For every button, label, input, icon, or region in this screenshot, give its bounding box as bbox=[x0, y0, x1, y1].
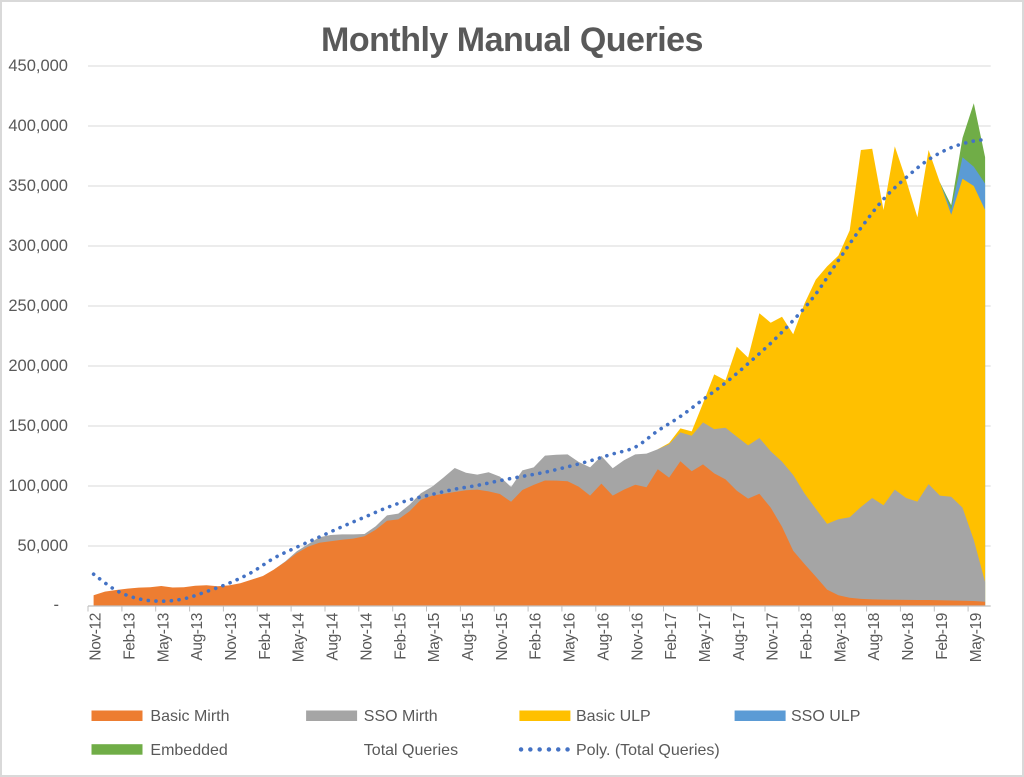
svg-text:Nov-17: Nov-17 bbox=[765, 613, 782, 661]
svg-text:May-15: May-15 bbox=[426, 613, 443, 662]
svg-text:Poly. (Total Queries): Poly. (Total Queries) bbox=[576, 742, 720, 759]
svg-text:Feb-15: Feb-15 bbox=[392, 613, 409, 660]
svg-text:200,000: 200,000 bbox=[8, 357, 68, 375]
svg-text:Nov-15: Nov-15 bbox=[494, 613, 511, 661]
svg-text:SSO ULP: SSO ULP bbox=[791, 708, 860, 725]
svg-text:250,000: 250,000 bbox=[8, 297, 68, 315]
svg-text:May-13: May-13 bbox=[155, 613, 172, 662]
svg-text:450,000: 450,000 bbox=[8, 57, 68, 75]
svg-text:150,000: 150,000 bbox=[8, 417, 68, 435]
svg-text:May-17: May-17 bbox=[697, 613, 714, 662]
svg-text:Basic Mirth: Basic Mirth bbox=[150, 708, 229, 725]
svg-text:Feb-13: Feb-13 bbox=[122, 613, 139, 660]
svg-text:-: - bbox=[54, 596, 60, 614]
svg-text:Nov-16: Nov-16 bbox=[629, 613, 646, 661]
svg-text:Nov-13: Nov-13 bbox=[223, 613, 240, 661]
svg-text:Total Queries: Total Queries bbox=[364, 742, 458, 759]
svg-text:50,000: 50,000 bbox=[18, 537, 68, 555]
svg-text:May-14: May-14 bbox=[291, 612, 308, 662]
svg-text:400,000: 400,000 bbox=[8, 117, 68, 135]
svg-text:Feb-17: Feb-17 bbox=[663, 613, 680, 660]
svg-text:Embedded: Embedded bbox=[150, 742, 227, 759]
svg-text:Aug-16: Aug-16 bbox=[595, 613, 612, 661]
svg-text:Nov-14: Nov-14 bbox=[359, 612, 376, 660]
svg-text:350,000: 350,000 bbox=[8, 177, 68, 195]
svg-text:Feb-18: Feb-18 bbox=[799, 613, 816, 660]
svg-text:Feb-19: Feb-19 bbox=[934, 613, 951, 660]
svg-text:May-19: May-19 bbox=[968, 613, 985, 662]
svg-text:Nov-18: Nov-18 bbox=[900, 613, 917, 661]
svg-text:May-16: May-16 bbox=[562, 613, 579, 662]
svg-text:Nov-12: Nov-12 bbox=[88, 613, 105, 661]
svg-text:SSO Mirth: SSO Mirth bbox=[364, 708, 438, 725]
svg-text:Monthly Manual Queries: Monthly Manual Queries bbox=[321, 21, 703, 59]
svg-text:Feb-16: Feb-16 bbox=[528, 613, 545, 660]
svg-text:Basic ULP: Basic ULP bbox=[576, 708, 651, 725]
svg-text:Aug-13: Aug-13 bbox=[189, 613, 206, 661]
svg-text:Aug-15: Aug-15 bbox=[460, 613, 477, 661]
svg-text:300,000: 300,000 bbox=[8, 237, 68, 255]
svg-text:100,000: 100,000 bbox=[8, 477, 68, 495]
svg-text:Feb-14: Feb-14 bbox=[257, 612, 274, 659]
svg-text:Aug-17: Aug-17 bbox=[731, 613, 748, 661]
svg-text:Aug-14: Aug-14 bbox=[325, 612, 342, 660]
svg-text:Aug-18: Aug-18 bbox=[866, 613, 883, 661]
svg-text:May-18: May-18 bbox=[832, 613, 849, 662]
